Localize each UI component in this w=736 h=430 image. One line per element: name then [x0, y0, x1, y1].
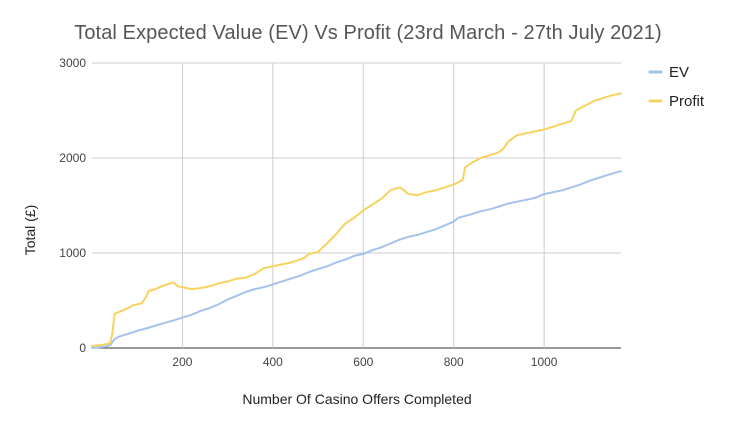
x-tick-labels: 200 400 600 800 1000	[172, 355, 557, 369]
y-axis-title: Total (£)	[22, 205, 38, 256]
y-tick-label: 2000	[59, 151, 86, 165]
series-line-ev	[91, 170, 622, 349]
chart-title: Total Expected Value (EV) Vs Profit (23r…	[74, 22, 662, 44]
x-tick-label: 600	[353, 355, 373, 369]
y-tick-labels: 0 1000 2000 3000	[59, 56, 86, 355]
legend: EV Profit	[648, 64, 705, 110]
x-tick-label: 1000	[531, 355, 558, 369]
legend-item-profit[interactable]: Profit	[648, 93, 705, 110]
x-tick-label: 200	[172, 355, 192, 369]
legend-item-ev[interactable]: EV	[648, 64, 689, 81]
legend-label-ev: EV	[669, 64, 689, 81]
y-tick-label: 3000	[59, 56, 86, 70]
series-line-profit	[91, 92, 622, 348]
x-axis-title: Number Of Casino Offers Completed	[242, 391, 471, 407]
y-tick-label: 0	[79, 341, 86, 355]
x-tick-label: 800	[444, 355, 464, 369]
y-tick-label: 1000	[59, 246, 86, 260]
x-tick-label: 400	[263, 355, 283, 369]
legend-label-profit: Profit	[669, 93, 705, 110]
grid-lines	[92, 62, 621, 349]
series-lines	[91, 92, 622, 349]
